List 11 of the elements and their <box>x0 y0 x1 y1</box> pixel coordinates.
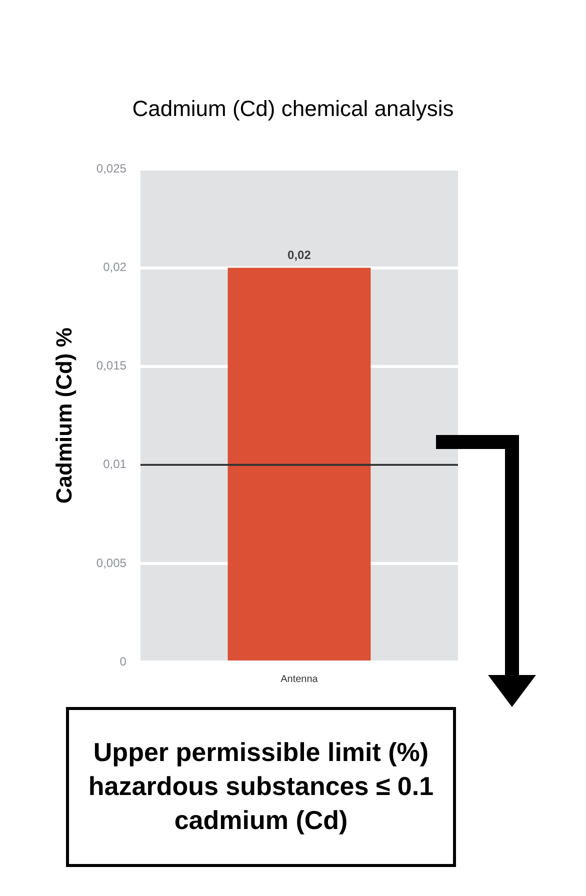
y-tick-label: 0,015 <box>96 358 127 373</box>
y-axis-title: Cadmium (Cd) % <box>51 328 76 504</box>
text: Upper permissible limit (%) hazardous substances ≤ 0.1 cadmium (Cd) <box>66 707 456 867</box>
chart-title: Cadmium (Cd) chemical analysis <box>131 96 455 122</box>
data-label: 0,02 <box>288 248 312 262</box>
y-tick-label: 0,025 <box>96 162 127 176</box>
y-tick-label: 0,02 <box>103 260 127 274</box>
y-tick-label: 0 <box>120 654 127 668</box>
y-tick-label: 0,005 <box>96 556 127 570</box>
y-tick-label: 0,01 <box>103 457 127 472</box>
x-tick-label: Antenna <box>280 674 318 685</box>
